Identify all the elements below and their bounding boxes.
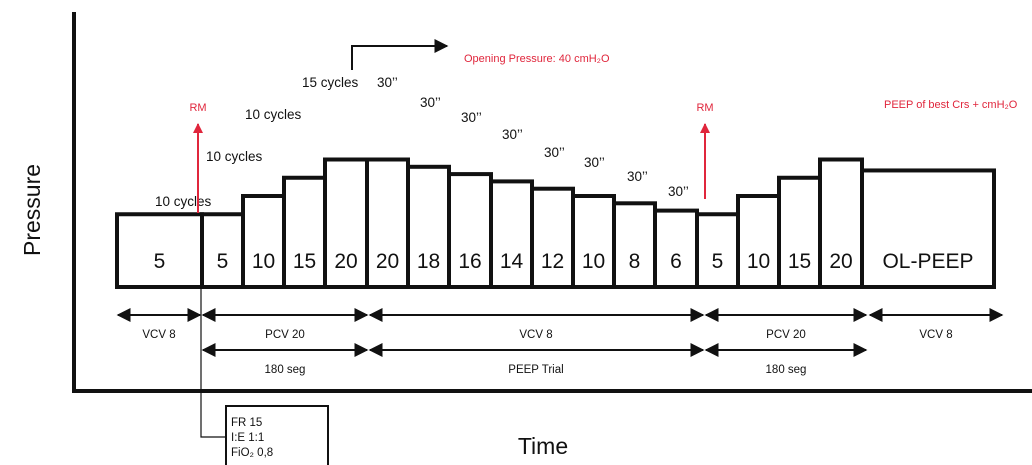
- settings-callout: FR 15 I:E 1:1 FiO₂ 0,8: [200, 287, 329, 465]
- pressure-step: [406, 164, 451, 289]
- pressure-step: [736, 194, 781, 289]
- segment-label: VCV 8: [142, 329, 175, 341]
- pressure-step-label: 12: [541, 250, 564, 273]
- segments-row-2: 180 seg PEEP Trial 180 seg: [201, 343, 868, 376]
- best-peep-label: PEEP of best Crs + cmH₂O: [884, 99, 1018, 111]
- axes: Pressure Time: [19, 12, 1032, 459]
- opening-pressure-arrow: [351, 39, 449, 70]
- pressure-step-label: 20: [334, 250, 357, 273]
- cycle-label: 10 cycles: [155, 194, 212, 209]
- pressure-step-label: 15: [788, 250, 811, 273]
- segment-label: 180 seg: [766, 364, 807, 376]
- opening-pressure-callout: Opening Pressure: 40 cmH₂O: [351, 39, 610, 70]
- trial-label: 30’’: [502, 127, 523, 142]
- pressure-step-label: 6: [670, 250, 682, 273]
- segment-label: PEEP Trial: [508, 364, 563, 376]
- pressure-step: [653, 208, 699, 290]
- settings-box: [225, 405, 329, 465]
- trial-label: 30’’: [461, 110, 482, 125]
- cycle-labels: 10 cycles 10 cycles 10 cycles 15 cycles: [155, 75, 359, 209]
- pressure-step: [489, 179, 534, 289]
- pressure-step-label: 5: [712, 250, 724, 273]
- rm-label-2: RM: [696, 102, 713, 114]
- trial-label: 30’’: [544, 145, 565, 160]
- pressure-step-label: 14: [500, 250, 524, 273]
- settings-leader-line: [200, 287, 226, 438]
- y-axis-title: Pressure: [19, 164, 45, 256]
- pressure-step: [447, 172, 493, 290]
- pressure-step: [777, 175, 822, 289]
- pressure-step-label: OL-PEEP: [882, 250, 973, 273]
- recruitment-markers: RM RM: [189, 102, 714, 213]
- pressure-step: [241, 194, 286, 289]
- settings-fr: FR 15: [231, 417, 262, 429]
- trial-label: 30’’: [420, 95, 441, 110]
- pressure-step-label: 20: [829, 250, 852, 273]
- pressure-step-label: 18: [417, 250, 440, 273]
- rm-label-1: RM: [189, 102, 206, 114]
- pressure-step: [571, 194, 616, 289]
- settings-ie: I:E 1:1: [231, 432, 264, 444]
- pressure-step-label: 5: [217, 250, 229, 273]
- opening-pressure-label: Opening Pressure: 40 cmH₂O: [464, 53, 610, 65]
- pressure-step-label: 10: [252, 250, 275, 273]
- pressure-step-label: 15: [293, 250, 316, 273]
- pressure-step-label: 20: [376, 250, 399, 273]
- trial-label: 30’’: [584, 155, 605, 170]
- trial-label: 30’’: [668, 184, 689, 199]
- pressure-step: [860, 168, 996, 289]
- x-axis-title: Time: [518, 433, 568, 459]
- pressure-step: [115, 212, 204, 289]
- trial-label: 30’’: [627, 169, 648, 184]
- trial-label: 30’’: [377, 75, 398, 90]
- trial-labels: 30’’ 30’’ 30’’ 30’’ 30’’ 30’’ 30’’ 30’’: [377, 75, 689, 199]
- pressure-step-label: 5: [154, 250, 166, 273]
- segment-label: PCV 20: [766, 329, 806, 341]
- cycle-label: 10 cycles: [245, 107, 302, 122]
- pressure-step-label: 10: [582, 250, 605, 273]
- cycle-label: 10 cycles: [206, 149, 263, 164]
- segment-label: VCV 8: [919, 329, 952, 341]
- pressure-step-label: 10: [747, 250, 770, 273]
- segment-label: 180 seg: [265, 364, 306, 376]
- pressure-step: [612, 201, 657, 289]
- cycle-label: 15 cycles: [302, 75, 359, 90]
- pressure-step-label: 16: [458, 250, 481, 273]
- pressure-steps: 5 5 10 15 20 20 18 16 14 12 10 8 6 5 10 15 20 OL-PEEP: [115, 157, 996, 290]
- segments-row-1: VCV 8 PCV 20 VCV 8 PCV 20 VCV 8: [116, 308, 1004, 341]
- pressure-step: [200, 212, 245, 289]
- pressure-step: [818, 157, 864, 289]
- pressure-step: [530, 186, 575, 289]
- segment-label: PCV 20: [265, 329, 305, 341]
- settings-fio2: FiO₂ 0,8: [231, 447, 273, 459]
- pressure-step-label: 8: [629, 250, 641, 273]
- segment-label: VCV 8: [519, 329, 552, 341]
